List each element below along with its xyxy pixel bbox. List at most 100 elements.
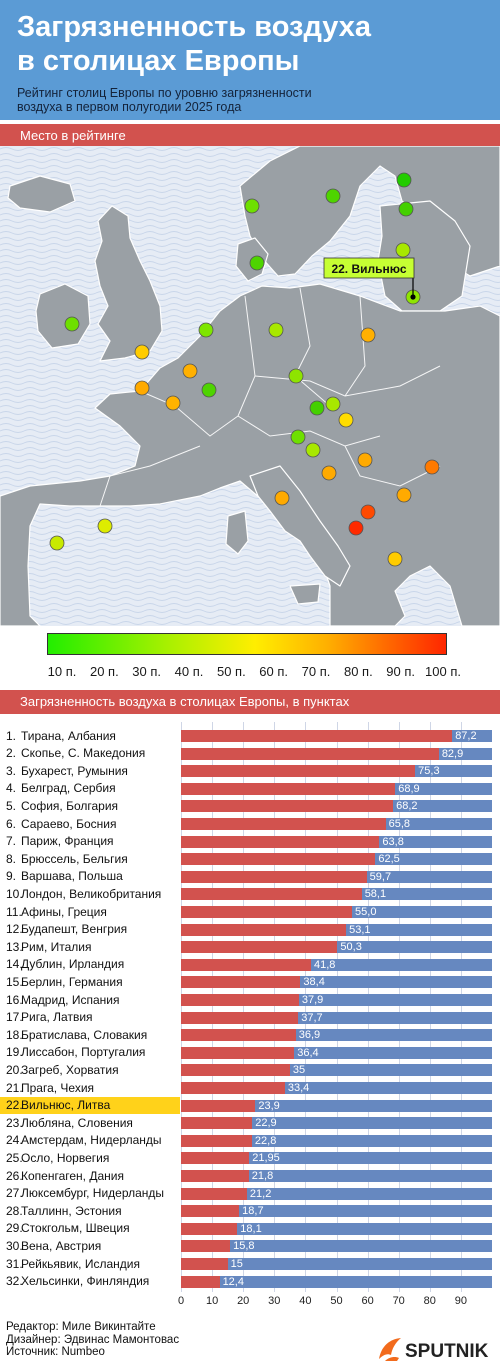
chart-row-label: 29.Стокгольм, Швеция bbox=[6, 1220, 182, 1237]
chart-section-heading-text: Загрязненность воздуха в столицах Европы… bbox=[20, 694, 350, 709]
bar-value-label: 23,9 bbox=[258, 1099, 280, 1112]
bar-value-label: 35 bbox=[292, 1064, 306, 1077]
sputnik-logo-icon bbox=[379, 1338, 401, 1359]
header-banner: Загрязненность воздуха в столицах Европы… bbox=[0, 0, 500, 120]
city-dot-helsinki bbox=[396, 172, 412, 188]
row-rank: 30. bbox=[6, 1238, 23, 1253]
bar-value-label: 36,4 bbox=[297, 1046, 319, 1059]
x-tick-label: 80 bbox=[423, 1295, 436, 1307]
bar-value-label: 75,3 bbox=[418, 765, 440, 778]
city-dot-sofia bbox=[396, 487, 412, 503]
city-dot-brussels bbox=[182, 363, 198, 379]
bar-value-label: 87,2 bbox=[455, 730, 477, 742]
bar-value-label: 63,8 bbox=[382, 835, 404, 848]
chart-row-label: 10.Лондон, Великобритания bbox=[6, 886, 182, 903]
x-tick-label: 50 bbox=[330, 1295, 343, 1307]
chart-row-label: 13.Рим, Италия bbox=[6, 939, 182, 956]
bar bbox=[181, 1064, 290, 1077]
row-rank: 27. bbox=[6, 1186, 23, 1201]
bar bbox=[181, 853, 376, 866]
x-gridline bbox=[336, 722, 338, 1292]
row-rank: 3. bbox=[6, 763, 17, 778]
bar bbox=[181, 1011, 299, 1024]
row-rank: 16. bbox=[6, 992, 23, 1007]
row-rank: 4. bbox=[6, 781, 17, 796]
row-city: Белград, Сербия bbox=[21, 781, 116, 796]
x-tick-label: 20 bbox=[237, 1295, 250, 1307]
row-city: Люксембург, Нидерланды bbox=[21, 1186, 165, 1201]
bar-value-label: 65,8 bbox=[388, 818, 411, 830]
chart-row-label: 27.Люксембург, Нидерланды bbox=[6, 1185, 182, 1202]
bar-background bbox=[181, 1222, 492, 1235]
title-line-1: Загрязненность воздуха bbox=[17, 11, 371, 43]
bar bbox=[181, 906, 353, 918]
x-tick-label: 40 bbox=[299, 1295, 312, 1307]
city-dot-oslo bbox=[244, 198, 260, 214]
chart-row-label: 28.Таллинн, Эстония bbox=[6, 1203, 182, 1220]
bar bbox=[181, 765, 416, 778]
city-dot-madrid bbox=[97, 518, 113, 534]
vilnius-callout: 22. Вильнюс bbox=[323, 257, 416, 300]
chart-row-label: 21.Прага, Чехия bbox=[6, 1080, 182, 1097]
bar bbox=[181, 1240, 231, 1253]
scale-label: 90 п. bbox=[386, 664, 416, 679]
chart-row-label: 18.Братислава, Словакия bbox=[6, 1027, 182, 1044]
chart-row-label: 20.Загреб, Хорватия bbox=[6, 1062, 182, 1079]
row-city: Хельсинки, Финляндия bbox=[21, 1274, 150, 1289]
x-gridline bbox=[274, 722, 276, 1292]
row-city: Будапешт, Венгрия bbox=[21, 922, 128, 937]
row-city: Загреб, Хорватия bbox=[21, 1062, 119, 1077]
bar-value-label: 22,9 bbox=[255, 1117, 277, 1130]
scale-label: 10 п. bbox=[47, 664, 77, 679]
row-city: Скопье, С. Македония bbox=[21, 746, 146, 761]
credit-designer: Дизайнер: Эдвинас Мамонтовас bbox=[6, 1333, 180, 1346]
chart-section-heading: Загрязненность воздуха в столицах Европы… bbox=[0, 690, 500, 714]
city-dot-zagreb bbox=[305, 442, 321, 458]
bar bbox=[181, 994, 299, 1006]
bar bbox=[181, 1117, 253, 1130]
iceland-shape bbox=[7, 175, 76, 213]
city-dot-luxembourg bbox=[201, 382, 217, 398]
sputnik-logo: SPUTNIK bbox=[375, 1335, 495, 1363]
bar bbox=[181, 1152, 250, 1165]
chart-row-label: 19.Лиссабон, Португалия bbox=[6, 1044, 182, 1061]
bar-value-label: 21,2 bbox=[249, 1187, 272, 1200]
row-rank: 11. bbox=[6, 904, 22, 919]
bar-background bbox=[181, 1275, 492, 1288]
row-city: Рига, Латвия bbox=[21, 1010, 93, 1025]
x-gridline bbox=[429, 722, 431, 1292]
bar bbox=[181, 976, 301, 989]
x-tick-label: 70 bbox=[392, 1295, 405, 1307]
bar-value-label: 41,8 bbox=[313, 958, 336, 971]
row-rank: 15. bbox=[6, 974, 23, 989]
europe-map: 22. Вильнюс bbox=[0, 145, 500, 627]
map-section-heading-text: Место в рейтинге bbox=[20, 128, 126, 143]
scale-label: 60 п. bbox=[259, 664, 289, 679]
chart-row-label: 15.Берлин, Германия bbox=[6, 974, 182, 991]
credit-source: Источник: Numbeo bbox=[6, 1346, 105, 1358]
bar-value-label: 37,7 bbox=[301, 1011, 323, 1024]
row-rank: 6. bbox=[6, 816, 17, 831]
chart-row-label: 4. Белград, Сербия bbox=[6, 780, 182, 797]
bar-value-label: 12,4 bbox=[222, 1275, 244, 1288]
bar bbox=[181, 730, 453, 742]
bar-value-label: 33,4 bbox=[287, 1082, 310, 1094]
bar-value-label: 68,2 bbox=[396, 800, 418, 813]
bar bbox=[181, 888, 362, 901]
bar-value-label: 22,8 bbox=[254, 1134, 277, 1147]
bar bbox=[181, 835, 380, 848]
row-city: Рим, Италия bbox=[21, 939, 92, 954]
city-dot-belgrade bbox=[357, 452, 373, 468]
x-tick-label: 30 bbox=[268, 1295, 281, 1307]
city-dot-skopje bbox=[360, 504, 376, 520]
scale-label: 70 п. bbox=[301, 664, 331, 679]
row-city: Амстердам, Нидерланды bbox=[21, 1133, 162, 1148]
row-rank: 17. bbox=[6, 1010, 23, 1025]
city-dot-amsterdam bbox=[198, 322, 214, 338]
x-tick-label: 0 bbox=[177, 1295, 185, 1307]
row-rank: 13. bbox=[6, 939, 23, 954]
row-city: Афины, Греция bbox=[21, 904, 107, 919]
city-dot-bucharest bbox=[424, 459, 440, 475]
chart-row-label: 16.Мадрид, Испания bbox=[6, 992, 182, 1009]
row-rank: 18. bbox=[6, 1027, 23, 1042]
